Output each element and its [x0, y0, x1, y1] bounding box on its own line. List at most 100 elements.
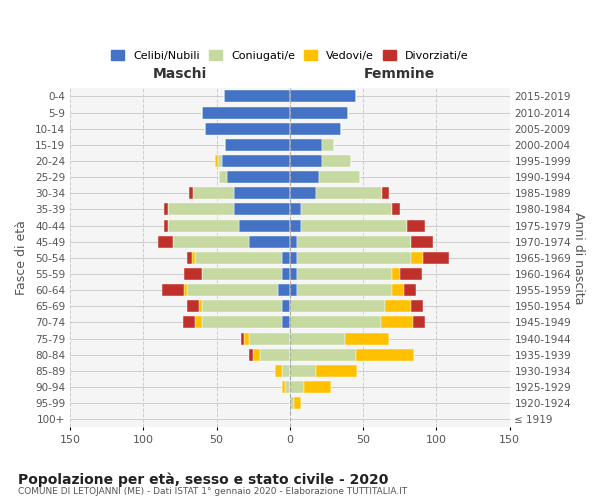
Bar: [253, 348, 260, 361]
Bar: [226, 139, 290, 151]
Bar: [223, 155, 290, 167]
Bar: [202, 106, 290, 118]
Text: Femmine: Femmine: [364, 67, 435, 81]
Bar: [290, 171, 319, 183]
Bar: [290, 220, 301, 232]
Bar: [283, 268, 290, 280]
Bar: [385, 300, 412, 312]
Bar: [301, 220, 407, 232]
Bar: [194, 316, 202, 328]
Bar: [241, 332, 244, 344]
Bar: [290, 348, 356, 361]
Bar: [297, 252, 412, 264]
Bar: [163, 284, 184, 296]
Bar: [423, 252, 449, 264]
Bar: [392, 284, 404, 296]
Bar: [168, 204, 234, 216]
Bar: [322, 155, 352, 167]
Bar: [319, 171, 360, 183]
Bar: [382, 187, 389, 200]
Bar: [249, 332, 290, 344]
Bar: [297, 284, 392, 296]
Text: Popolazione per età, sesso e stato civile - 2020: Popolazione per età, sesso e stato civil…: [18, 472, 388, 487]
Bar: [202, 316, 283, 328]
Bar: [290, 316, 380, 328]
Y-axis label: Anni di nascita: Anni di nascita: [572, 212, 585, 304]
Bar: [184, 284, 187, 296]
Bar: [290, 90, 356, 102]
Bar: [301, 204, 392, 216]
Bar: [194, 252, 283, 264]
Bar: [193, 187, 234, 200]
Bar: [260, 348, 290, 361]
Bar: [234, 204, 290, 216]
Bar: [202, 300, 283, 312]
Bar: [294, 397, 301, 409]
Bar: [290, 252, 297, 264]
Bar: [407, 220, 425, 232]
Bar: [249, 236, 290, 248]
Bar: [297, 268, 392, 280]
Bar: [290, 204, 301, 216]
Bar: [290, 268, 297, 280]
Bar: [290, 397, 294, 409]
Bar: [205, 122, 290, 135]
Bar: [187, 252, 191, 264]
Bar: [189, 187, 193, 200]
Bar: [290, 187, 316, 200]
Y-axis label: Fasce di età: Fasce di età: [15, 220, 28, 296]
Bar: [392, 204, 400, 216]
Bar: [290, 236, 297, 248]
Bar: [297, 236, 412, 248]
Bar: [184, 268, 202, 280]
Bar: [346, 332, 389, 344]
Bar: [173, 236, 249, 248]
Bar: [404, 284, 416, 296]
Bar: [290, 139, 322, 151]
Bar: [278, 284, 290, 296]
Bar: [290, 381, 304, 393]
Text: COMUNE DI LETOJANNI (ME) - Dati ISTAT 1° gennaio 2020 - Elaborazione TUTTITALIA.: COMUNE DI LETOJANNI (ME) - Dati ISTAT 1°…: [18, 488, 407, 496]
Bar: [290, 300, 385, 312]
Bar: [244, 332, 249, 344]
Bar: [290, 122, 341, 135]
Legend: Celibi/Nubili, Coniugati/e, Vedovi/e, Divorziati/e: Celibi/Nubili, Coniugati/e, Vedovi/e, Di…: [107, 46, 472, 64]
Bar: [283, 300, 290, 312]
Bar: [380, 316, 413, 328]
Bar: [283, 252, 290, 264]
Bar: [239, 220, 290, 232]
Bar: [191, 252, 194, 264]
Bar: [220, 171, 227, 183]
Bar: [290, 106, 349, 118]
Bar: [290, 284, 297, 296]
Bar: [290, 332, 346, 344]
Bar: [218, 155, 223, 167]
Bar: [412, 236, 433, 248]
Bar: [164, 204, 168, 216]
Bar: [183, 316, 194, 328]
Bar: [283, 316, 290, 328]
Bar: [224, 90, 290, 102]
Bar: [215, 155, 218, 167]
Bar: [286, 381, 290, 393]
Bar: [202, 268, 283, 280]
Bar: [316, 187, 382, 200]
Bar: [400, 268, 422, 280]
Bar: [227, 171, 290, 183]
Bar: [413, 316, 425, 328]
Bar: [283, 381, 286, 393]
Text: Maschi: Maschi: [153, 67, 207, 81]
Bar: [290, 365, 316, 377]
Bar: [187, 284, 278, 296]
Bar: [168, 220, 239, 232]
Bar: [283, 365, 290, 377]
Bar: [316, 365, 357, 377]
Bar: [158, 236, 173, 248]
Bar: [290, 155, 322, 167]
Bar: [249, 348, 253, 361]
Bar: [392, 268, 400, 280]
Bar: [234, 187, 290, 200]
Bar: [199, 300, 202, 312]
Bar: [412, 252, 423, 264]
Bar: [304, 381, 331, 393]
